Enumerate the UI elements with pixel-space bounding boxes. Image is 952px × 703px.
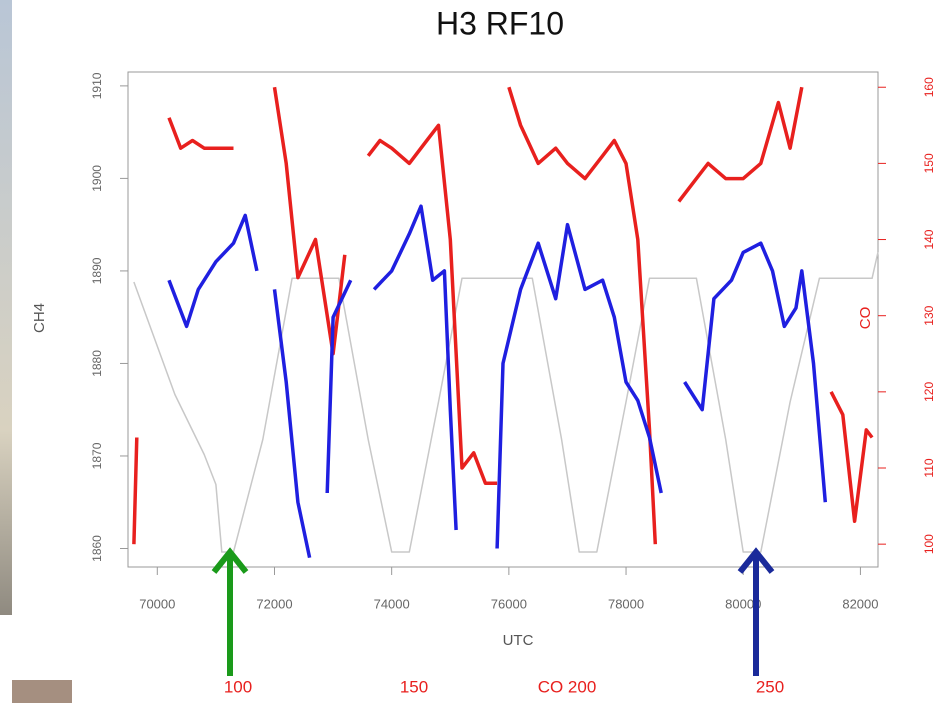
y2-tick-label: 100 bbox=[922, 534, 936, 554]
y2-tick-label: 130 bbox=[922, 305, 936, 325]
blue-arrow bbox=[737, 547, 775, 676]
x-tick-label: 72000 bbox=[256, 596, 292, 611]
y-tick-label: 1900 bbox=[90, 165, 104, 192]
series-line bbox=[167, 204, 828, 559]
y2-tick-label: 120 bbox=[922, 382, 936, 402]
background-strip bbox=[0, 0, 12, 615]
x-tick-label: 74000 bbox=[374, 596, 410, 611]
annotation: 150 bbox=[400, 677, 428, 696]
annotation: 100 bbox=[224, 677, 252, 696]
y2-axis-label: CO bbox=[857, 307, 874, 330]
y-tick-label: 1890 bbox=[90, 257, 104, 284]
plot-frame bbox=[127, 71, 879, 568]
y-tick-label: 1880 bbox=[90, 350, 104, 377]
green-arrow bbox=[211, 547, 249, 676]
y-tick-label: 1870 bbox=[90, 442, 104, 469]
y2-tick-label: 150 bbox=[922, 153, 936, 173]
series-line bbox=[132, 86, 874, 545]
y2-tick-label: 160 bbox=[922, 77, 936, 97]
x-tick-label: 78000 bbox=[608, 596, 644, 611]
series-line bbox=[133, 251, 879, 553]
x-axis-label: UTC bbox=[503, 632, 534, 649]
x-tick-label: 82000 bbox=[842, 596, 878, 611]
y-tick-label: 1910 bbox=[90, 72, 104, 99]
annotation: CO 200 bbox=[538, 677, 597, 696]
plot: 70000 72000 74000 76000 78000 80000 82000 1860 1… bbox=[90, 72, 936, 611]
annotation: 250 bbox=[756, 677, 784, 696]
chart-title: H3 RF10 bbox=[436, 5, 564, 41]
y-axis-label: CH4 bbox=[31, 303, 48, 333]
y2-tick-label: 110 bbox=[922, 458, 936, 477]
x-tick-label: 76000 bbox=[491, 596, 527, 611]
x-tick-label: 80000 bbox=[725, 596, 761, 611]
x-tick-label: 70000 bbox=[139, 596, 175, 611]
y-tick-label: 1860 bbox=[90, 535, 104, 562]
background-patch bbox=[12, 680, 72, 703]
y2-tick-label: 140 bbox=[922, 229, 936, 249]
